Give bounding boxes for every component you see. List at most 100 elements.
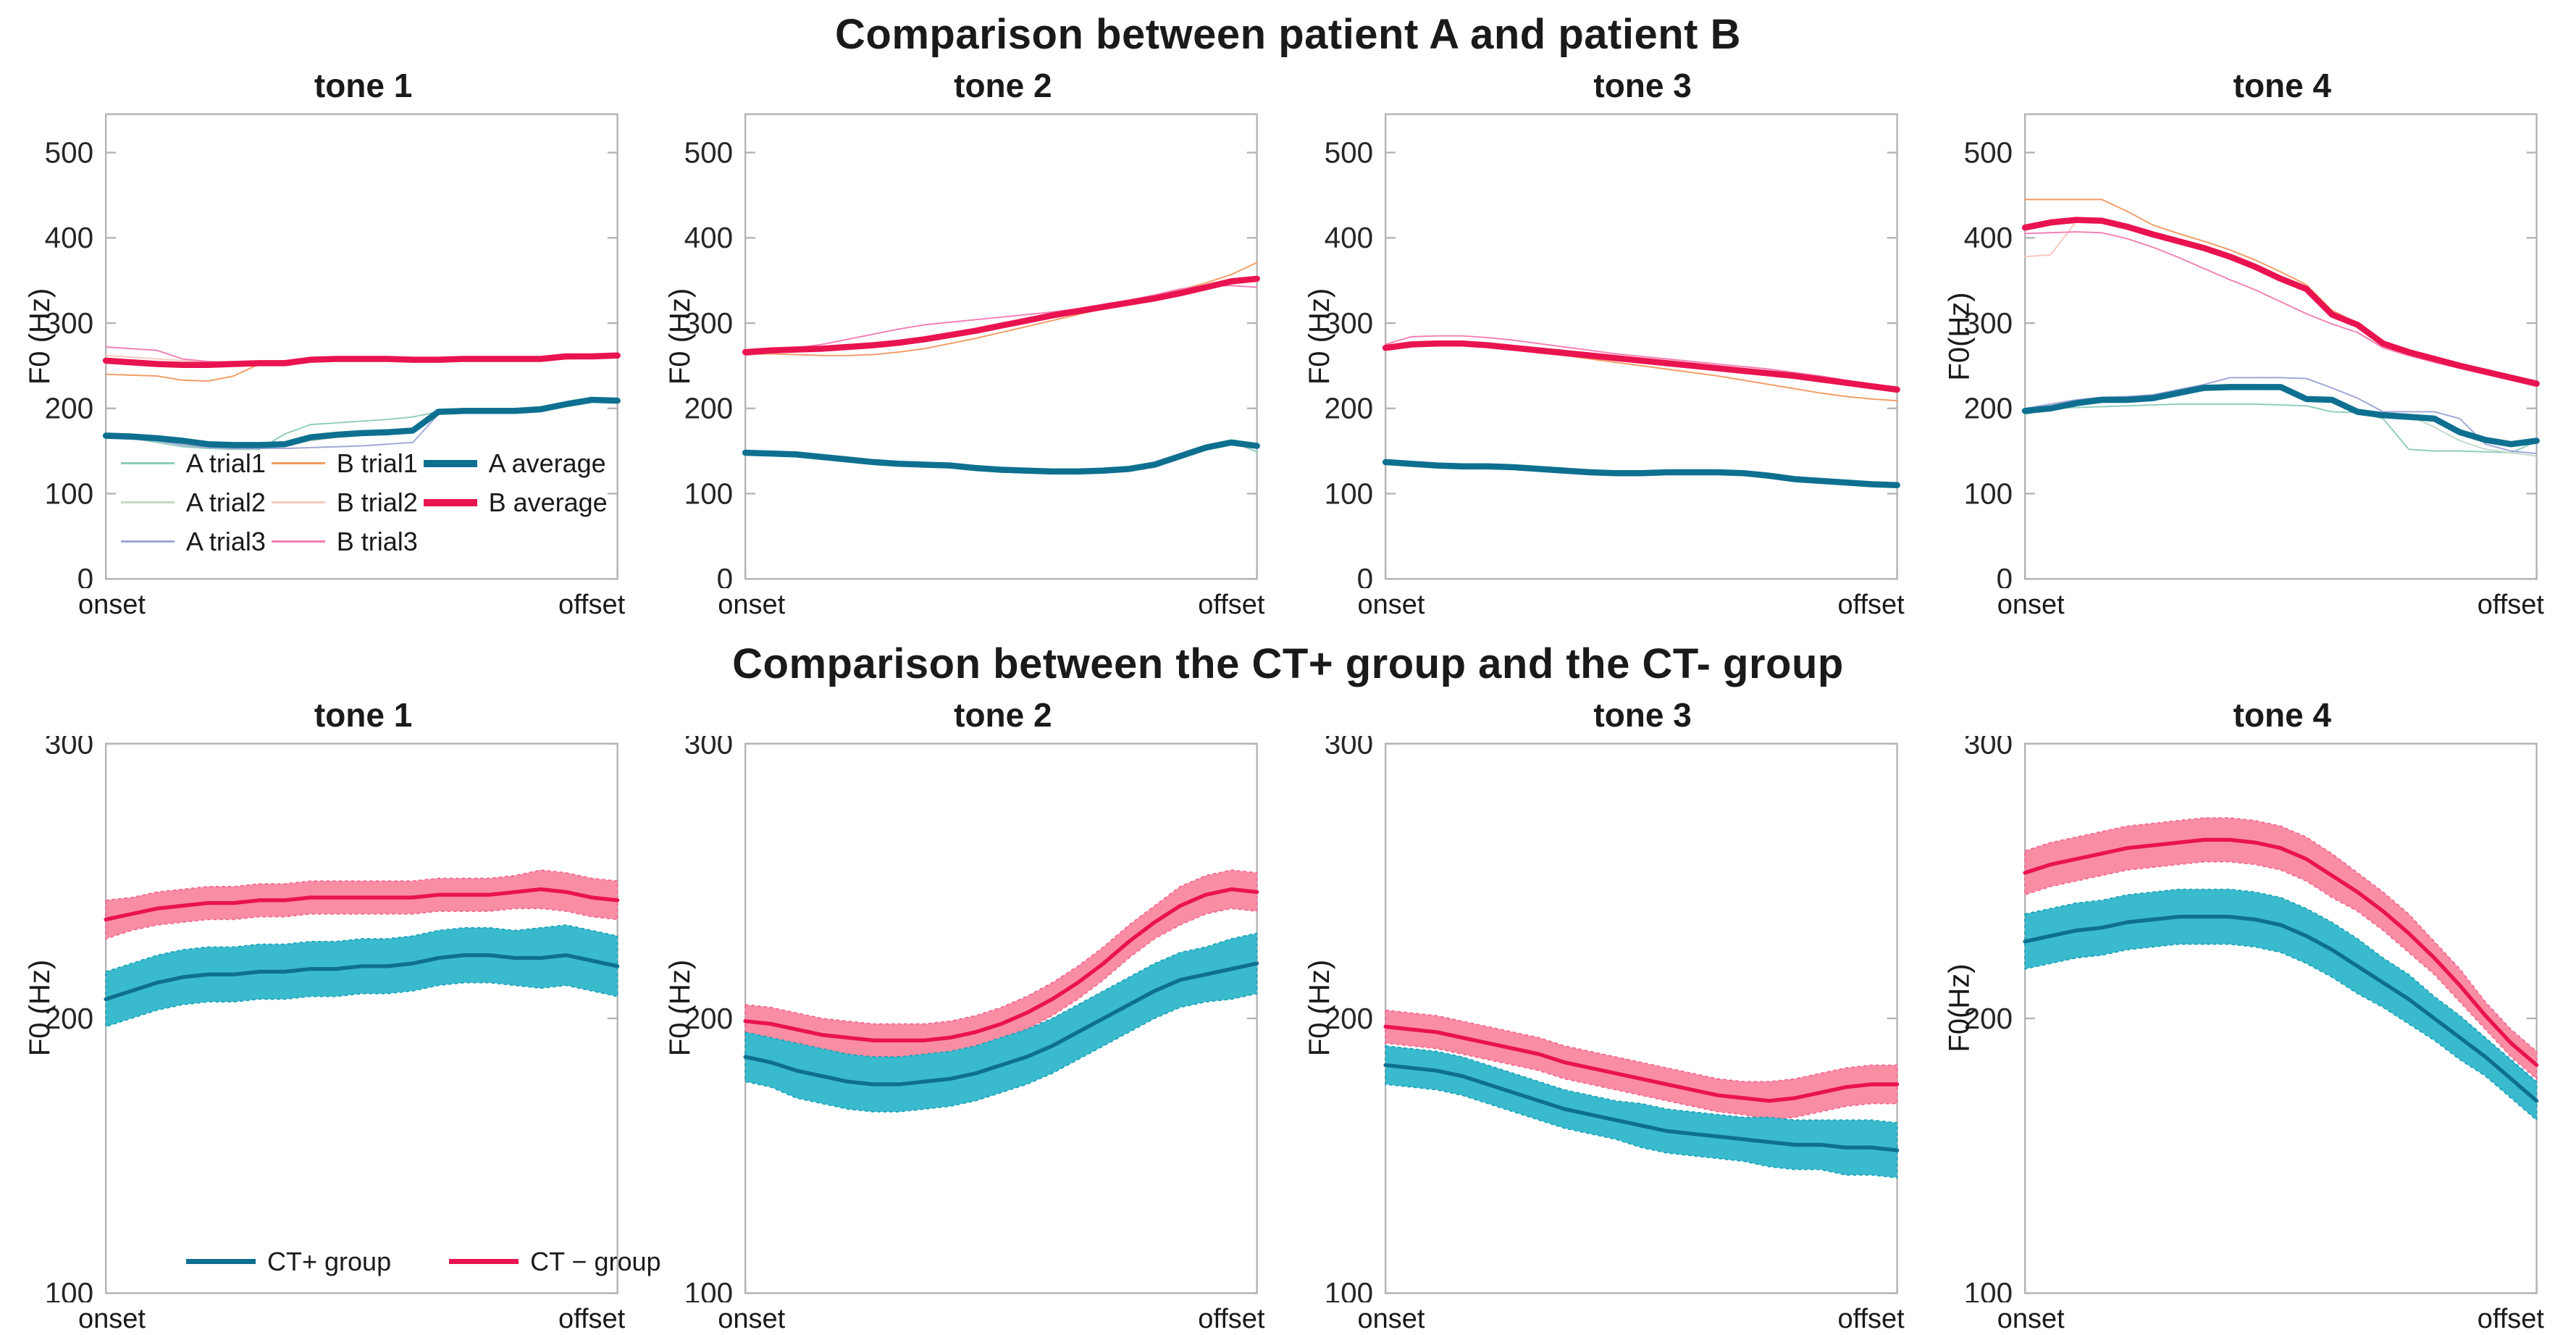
legend-entry-a-average: A average bbox=[423, 448, 608, 479]
series-ct+-group-mean bbox=[743, 961, 1259, 1087]
band-ct-group bbox=[1384, 1009, 1897, 1121]
chart-canvas-top-tone-2: 0 100 200 300 400 500 bbox=[684, 113, 1261, 588]
y-tick-label: 400 bbox=[1324, 221, 1372, 254]
y-tick-label: 500 bbox=[45, 135, 93, 169]
y-tick-label: 200 bbox=[684, 1002, 733, 1035]
legend: A trial1 A trial2 A trial3 B trial1 B trial2… bbox=[120, 448, 608, 557]
y-tick-label: 300 bbox=[1963, 736, 2012, 760]
x-axis-labels: onset offset bbox=[1312, 590, 1905, 621]
y-tick-label: 100 bbox=[45, 477, 93, 510]
y-tick-label: 0 bbox=[1996, 562, 2012, 588]
chart-canvas-top-tone-3: 0 100 200 300 400 500 bbox=[1324, 113, 1900, 588]
band-ct+-group bbox=[1384, 1045, 1897, 1179]
x-axis-labels: onset offset bbox=[32, 590, 625, 621]
y-tick-label: 300 bbox=[684, 736, 733, 760]
legend-line-swatch bbox=[271, 501, 325, 504]
subplot-title: tone 4 bbox=[2233, 695, 2332, 734]
x-axis-label-onset: onset bbox=[718, 589, 786, 620]
panel-bottom-tone1: tone 1 F0 (Hz) 100 200 300 CT+ group CT − gr… bbox=[25, 691, 661, 1335]
series-b-trial1 bbox=[1384, 344, 1898, 402]
x-axis-label-onset: onset bbox=[78, 589, 146, 620]
panel-bottom-tone3: tone 3 F0 (Hz) 100 200 300 onset offset bbox=[1304, 691, 1905, 1335]
series-ct+-group-mean bbox=[1383, 1063, 1899, 1152]
legend-line-swatch bbox=[271, 540, 325, 543]
subplot-title: tone 3 bbox=[1593, 695, 1692, 734]
subplot-title: tone 2 bbox=[954, 67, 1052, 104]
subplot-title: tone 3 bbox=[1593, 67, 1692, 104]
band-ct+-group bbox=[105, 924, 618, 1028]
subplot-title: tone 4 bbox=[2233, 67, 2332, 104]
legend-entry-a-trial1: A trial1 bbox=[120, 448, 266, 479]
legend-label: CT − group bbox=[530, 1246, 661, 1276]
y-tick-label: 300 bbox=[1324, 306, 1372, 340]
series-ct-group-mean bbox=[2023, 837, 2539, 1068]
y-tick-label: 100 bbox=[45, 1276, 93, 1302]
x-axis-label-onset: onset bbox=[1357, 1303, 1425, 1334]
legend-entry-b-trial2: B trial2 bbox=[271, 487, 418, 518]
chart-canvas-bottom-tone-2: 100 200 300 bbox=[684, 736, 1259, 1302]
plot-area-top-tone1: F0 (Hz) 0 100 200 300 400 500 A trial1 A trial2… bbox=[25, 106, 625, 588]
y-tick-label: 100 bbox=[1324, 477, 1372, 510]
band-ct+-group bbox=[2024, 888, 2538, 1122]
series-b-average bbox=[1382, 340, 1900, 393]
series-a-trial2 bbox=[2023, 383, 2538, 457]
series-b-trial2 bbox=[2023, 221, 2538, 386]
y-tick-label: 100 bbox=[684, 477, 733, 510]
subplot-title: tone 1 bbox=[314, 67, 413, 104]
y-tick-label: 200 bbox=[1963, 392, 2012, 425]
series-b-average bbox=[742, 275, 1261, 356]
y-tick-label: 500 bbox=[1963, 135, 2012, 169]
panel-top-tone1: tone 1 F0 (Hz) 0 100 200 300 400 500 A trial1 A… bbox=[25, 62, 626, 621]
legend-line-swatch bbox=[423, 498, 477, 506]
legend-entry-b-trial1: B trial1 bbox=[271, 448, 418, 479]
series-b-trial3 bbox=[744, 285, 1258, 356]
y-tick-label: 200 bbox=[45, 392, 93, 425]
y-tick-label: 400 bbox=[684, 221, 733, 254]
chart-row-top: tone 1 F0 (Hz) 0 100 200 300 400 500 A trial1 A… bbox=[0, 62, 2576, 621]
legend-line-swatch bbox=[271, 462, 325, 465]
series-a-average bbox=[1382, 459, 1900, 488]
y-tick-label: 100 bbox=[1963, 1276, 2012, 1302]
figure-title-top: Comparison between patient A and patient… bbox=[835, 11, 1741, 58]
series-a-average bbox=[102, 396, 621, 448]
x-axis-label-onset: onset bbox=[718, 1303, 786, 1334]
y-tick-label: 500 bbox=[1324, 135, 1372, 169]
subplot-title: tone 1 bbox=[314, 695, 413, 734]
x-axis-label-offset: offset bbox=[1198, 1303, 1265, 1334]
x-axis-labels: onset offset bbox=[1951, 1304, 2544, 1335]
x-axis-label-offset: offset bbox=[2477, 589, 2544, 620]
y-tick-label: 200 bbox=[1324, 1002, 1372, 1035]
figure-title-bottom: Comparison between the CT+ group and the… bbox=[732, 640, 1844, 687]
chart-canvas-bottom-tone-3: 100 200 300 bbox=[1324, 736, 1899, 1302]
chart-canvas-top-tone-4: 0 100 200 300 400 500 bbox=[1963, 113, 2540, 588]
legend-label: A trial3 bbox=[185, 526, 266, 556]
legend-column: A average B average bbox=[423, 448, 608, 518]
series-b-trial2 bbox=[1384, 343, 1898, 392]
panel-top-tone2: tone 2 F0 (Hz) 0 100 200 300 400 500 onset of… bbox=[664, 62, 1265, 621]
plot-area-top-tone3: F0 (Hz) 0 100 200 300 400 500 bbox=[1304, 106, 1905, 588]
y-tick-label: 100 bbox=[1324, 1276, 1372, 1302]
y-tick-label: 200 bbox=[684, 392, 733, 425]
legend-entry-b-average: B average bbox=[423, 487, 608, 518]
y-tick-label: 200 bbox=[45, 1002, 93, 1035]
legend-entry-b-trial3: B trial3 bbox=[271, 527, 418, 557]
series-ct-group-mean bbox=[743, 887, 1259, 1042]
x-axis-labels: onset offset bbox=[32, 1304, 625, 1335]
plot-area-bottom-tone4: F0(Hz) 100 200 300 bbox=[1943, 736, 2544, 1302]
x-axis-label-onset: onset bbox=[78, 1303, 146, 1334]
legend-line-swatch bbox=[186, 1259, 256, 1265]
legend-entry-ct+-group: CT+ group bbox=[186, 1247, 391, 1277]
series-ct+-group-mean bbox=[2023, 914, 2539, 1103]
y-tick-label: 0 bbox=[1356, 562, 1372, 588]
legend-label: A trial1 bbox=[185, 448, 266, 478]
y-tick-label: 0 bbox=[717, 562, 733, 588]
panel-bottom-tone2: tone 2 F0 (Hz) 100 200 300 onset offset bbox=[664, 691, 1265, 1335]
panel-top-tone3: tone 3 F0 (Hz) 0 100 200 300 400 500 onset of… bbox=[1304, 62, 1905, 621]
x-axis-labels: onset offset bbox=[671, 590, 1264, 621]
panel-bottom-tone4: tone 4 F0(Hz) 100 200 300 onset offset bbox=[1943, 691, 2544, 1335]
legend-line-swatch bbox=[120, 462, 175, 465]
y-tick-label: 0 bbox=[77, 562, 93, 588]
y-tick-label: 500 bbox=[684, 135, 733, 169]
series-b-average bbox=[102, 352, 621, 368]
y-tick-label: 300 bbox=[1324, 736, 1372, 760]
